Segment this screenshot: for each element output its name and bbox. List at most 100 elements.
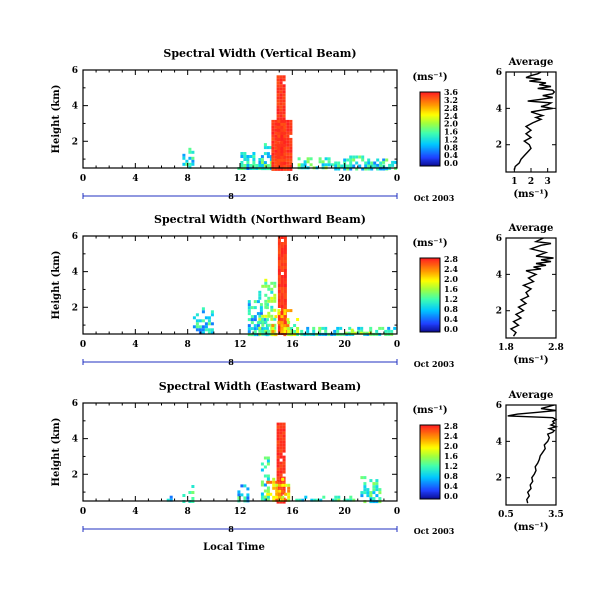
data-cell: [362, 331, 366, 335]
data-cell: [259, 306, 263, 310]
colorbar-segment: [420, 161, 440, 163]
profile-y-tick-label: 2: [496, 307, 502, 317]
data-cell: [275, 486, 279, 490]
data-cell: [352, 498, 356, 502]
data-cell: [277, 329, 281, 332]
data-cell: [274, 134, 278, 138]
data-cell: [289, 122, 293, 126]
colorbar-segment: [420, 152, 440, 155]
data-cell: [334, 164, 338, 168]
data-cell: [247, 303, 251, 307]
data-cell: [273, 308, 277, 312]
colorbar-segment: [420, 450, 440, 453]
colorbar-segment: [420, 93, 440, 95]
y-tick-label: 2: [72, 137, 78, 147]
data-cell: [275, 495, 279, 499]
colorbar-segment: [420, 120, 440, 123]
colorbar-segment: [420, 468, 440, 470]
colorbar-segment: [420, 163, 440, 166]
profile-title: Average: [508, 57, 554, 68]
data-cell: [276, 446, 280, 450]
data-cell: [274, 119, 278, 123]
data-cell: [191, 159, 195, 163]
data-cell: [201, 307, 205, 311]
data-cell: [279, 422, 283, 426]
colorbar-segment: [420, 277, 440, 280]
data-cell: [273, 326, 277, 330]
data-cell: [276, 114, 280, 118]
data-cell: [370, 167, 374, 171]
data-cell: [263, 474, 267, 478]
data-cell: [324, 163, 328, 167]
data-cell: [201, 331, 205, 335]
data-cell: [283, 269, 287, 272]
profile-x-label: (ms⁻¹): [513, 189, 548, 200]
data-cell: [276, 102, 280, 106]
data-cell: [277, 278, 281, 281]
data-cell: [258, 164, 262, 167]
data-cell: [282, 440, 286, 444]
data-cell: [279, 111, 283, 115]
data-cell: [277, 155, 281, 159]
data-cell: [185, 162, 189, 166]
data-cell: [282, 500, 286, 504]
colorbar-segment: [420, 110, 440, 113]
colorbar-segment: [420, 262, 440, 265]
data-cell: [350, 328, 354, 332]
data-cell: [375, 482, 379, 486]
data-cell: [260, 167, 264, 171]
data-cell: [373, 164, 377, 168]
data-cell: [278, 495, 282, 499]
data-cell: [337, 161, 341, 165]
data-cell: [283, 272, 287, 275]
data-cell: [261, 314, 265, 318]
data-cell: [277, 314, 281, 317]
data-cell: [277, 284, 281, 287]
data-cell: [249, 164, 253, 167]
data-cell: [278, 483, 282, 487]
colorbar-segment: [420, 458, 440, 461]
data-cell: [282, 467, 286, 471]
data-cell: [279, 90, 283, 94]
data-cell: [279, 434, 283, 438]
data-cell: [358, 155, 362, 159]
colorbar-segment: [420, 431, 440, 433]
data-cell: [270, 299, 274, 303]
data-cell: [276, 437, 280, 441]
data-cell: [283, 155, 287, 159]
data-cell: [204, 322, 208, 326]
colorbar-unit: (ms⁻¹): [412, 405, 447, 416]
data-cell: [274, 152, 278, 156]
colorbar-segment: [420, 119, 440, 121]
data-cell: [258, 158, 262, 161]
colorbar-segment: [420, 285, 440, 287]
colorbar-segment: [420, 292, 440, 295]
data-cell: [277, 152, 281, 156]
colorbar-segment: [420, 482, 440, 485]
data-cell: [276, 99, 280, 103]
data-cell: [271, 152, 275, 156]
data-cell: [259, 327, 263, 331]
data-cell: [360, 326, 364, 330]
data-cell: [375, 494, 379, 498]
data-cell: [246, 496, 250, 500]
data-cell: [282, 455, 286, 459]
data-cell: [243, 158, 247, 161]
data-cell: [276, 75, 280, 79]
colorbar-segment: [420, 308, 440, 311]
colorbar-segment: [420, 96, 440, 99]
data-cell: [364, 167, 368, 171]
data-cell: [379, 164, 383, 168]
colorbar-segment: [420, 114, 440, 116]
data-cell: [289, 131, 293, 135]
data-cell: [296, 330, 300, 333]
colorbar: 0.00.40.81.21.62.02.42.8 (ms⁻¹): [412, 238, 458, 334]
data-cell: [282, 434, 286, 438]
data-cell: [253, 318, 257, 322]
data-cell: [280, 143, 284, 147]
data-cell: [260, 164, 264, 168]
data-cell: [277, 251, 281, 254]
colorbar-segment: [420, 296, 440, 298]
colorbar-segment: [420, 439, 440, 442]
data-cell: [282, 470, 286, 474]
